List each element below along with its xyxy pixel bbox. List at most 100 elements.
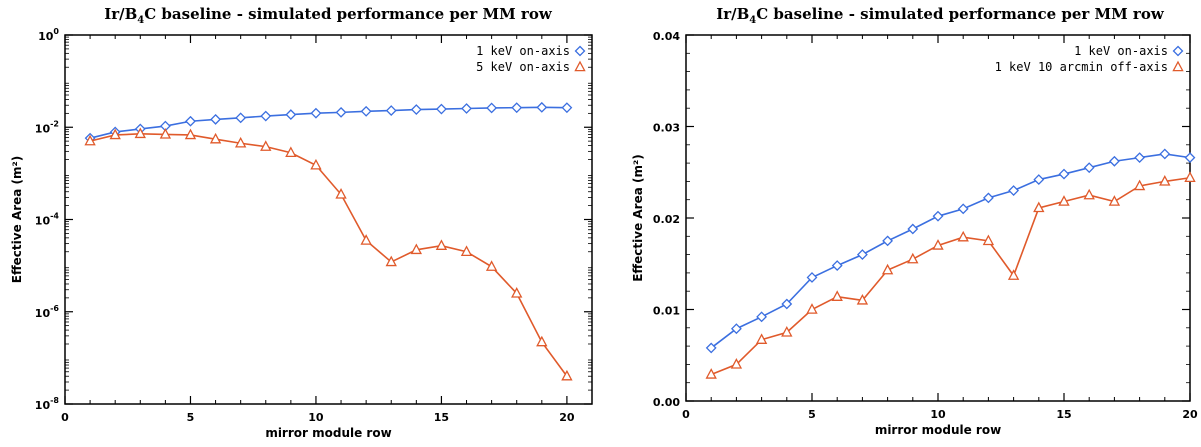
data-point (234, 136, 247, 148)
legend-label: 1 keV on-axis (1074, 44, 1168, 58)
data-point (1033, 174, 1045, 185)
data-point (260, 140, 272, 151)
data-point (435, 239, 448, 250)
data-point (1058, 195, 1070, 206)
data-point (806, 303, 818, 314)
data-point (1108, 155, 1120, 167)
data-point (285, 109, 297, 121)
x-tick-label: 15 (434, 411, 449, 424)
data-point (460, 245, 473, 256)
data-point (335, 106, 347, 118)
y-tick-label: 10-2 (35, 119, 59, 135)
data-point (385, 255, 397, 267)
data-point (806, 272, 818, 283)
data-point (84, 134, 96, 146)
data-point (932, 239, 944, 250)
data-point (982, 192, 994, 204)
y-tick-label: 10-8 (35, 396, 60, 412)
x-tick-label: 15 (1056, 408, 1071, 421)
legend-label: 5 keV on-axis (476, 60, 570, 74)
data-point (907, 223, 919, 235)
series-line (710, 153, 1191, 349)
data-point (385, 105, 397, 116)
data-point (310, 107, 322, 119)
data-point (781, 298, 793, 310)
data-point (184, 128, 197, 140)
data-point (436, 103, 447, 115)
x-tick-label: 5 (187, 411, 195, 424)
data-point (511, 102, 523, 114)
y-tick-label: 10-6 (35, 304, 60, 320)
data-point (485, 260, 498, 271)
y-tick-label: 0.00 (653, 396, 680, 409)
data-point (335, 188, 347, 199)
x-tick-label: 10 (308, 411, 324, 424)
y-axis-label: Effective Area (m²) (631, 154, 645, 282)
data-point (134, 127, 146, 139)
y-axis-label: Effective Area (m²) (10, 156, 24, 284)
data-point (1108, 195, 1121, 206)
y-tick-label: 100 (38, 27, 59, 43)
data-point (185, 115, 196, 127)
data-point (1159, 175, 1171, 186)
legend-marker (1172, 45, 1184, 57)
data-point (235, 112, 247, 124)
data-point (1159, 148, 1171, 160)
data-point (856, 293, 869, 305)
data-point (536, 335, 548, 347)
legend-label: 1 keV 10 arcmin off-axis (995, 60, 1168, 74)
data-point (907, 252, 919, 264)
data-point (1033, 201, 1045, 213)
data-point (285, 146, 297, 157)
chart-left: Ir/B4C baseline - simulated performance … (10, 5, 593, 440)
data-point (831, 290, 843, 301)
data-point (461, 103, 472, 114)
x-tick-label: 0 (61, 411, 69, 424)
data-point (831, 260, 843, 271)
data-point (360, 234, 372, 245)
data-point (856, 249, 868, 261)
data-point (881, 263, 894, 275)
data-point (210, 113, 221, 125)
data-point (1184, 171, 1196, 182)
data-point (109, 128, 121, 140)
data-point (1083, 188, 1095, 200)
legend-label: 1 keV on-axis (476, 44, 570, 58)
data-point (705, 368, 717, 379)
x-tick-label: 5 (808, 408, 816, 421)
data-point (957, 230, 969, 242)
chart-title: Ir/B4C baseline - simulated performance … (716, 5, 1165, 26)
y-tick-label: 0.02 (653, 213, 680, 226)
data-point (957, 203, 969, 215)
data-point (882, 235, 894, 247)
y-tick-label: 10-4 (35, 212, 60, 228)
data-point (755, 333, 768, 344)
data-point (486, 102, 498, 114)
x-tick-label: 10 (930, 408, 946, 421)
data-point (705, 342, 717, 354)
x-tick-label: 20 (1182, 408, 1198, 421)
data-point (1007, 269, 1020, 280)
data-point (360, 105, 372, 117)
data-point (730, 358, 743, 369)
data-point (781, 325, 793, 337)
legend-marker (574, 45, 586, 57)
data-point (260, 110, 272, 122)
data-point (1133, 179, 1146, 191)
data-point (756, 311, 768, 323)
plot-frame (64, 34, 593, 405)
data-point (159, 128, 172, 139)
x-tick-label: 0 (682, 408, 690, 421)
data-point (209, 132, 222, 144)
x-tick-label: 20 (559, 411, 575, 424)
data-point (410, 243, 423, 255)
legend-marker (574, 60, 586, 72)
data-point (310, 158, 322, 170)
data-point (561, 102, 573, 114)
data-point (1083, 162, 1095, 174)
chart-right: Ir/B4C baseline - simulated performance … (631, 5, 1198, 437)
data-point (511, 287, 523, 298)
x-axis-label: mirror module row (265, 426, 391, 440)
series-line (710, 176, 1191, 376)
